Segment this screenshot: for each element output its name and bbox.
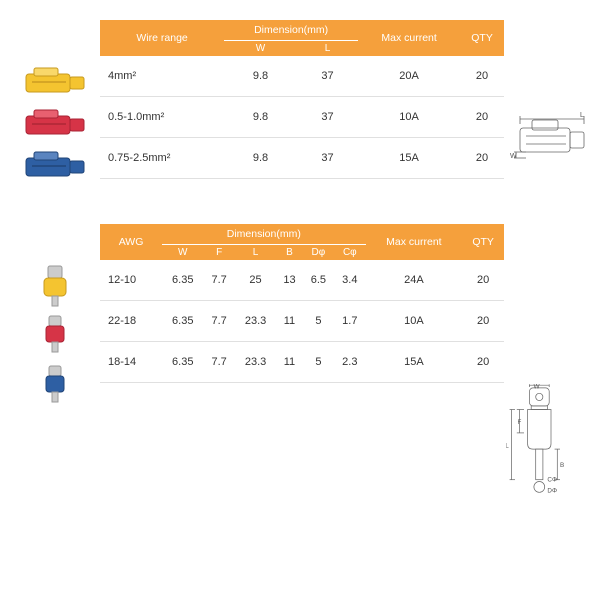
- ttap-connector-red: [20, 106, 90, 142]
- th-f2: F: [203, 245, 234, 261]
- cell-l: 37: [297, 97, 358, 138]
- th-dphi2: Dφ: [303, 245, 334, 261]
- ttap-connector-blue: [20, 148, 90, 184]
- table-ttap-wrap: Wire range Dimension(mm) Max current QTY…: [100, 20, 504, 179]
- th-max-current2: Max current: [366, 224, 463, 260]
- cell-awg: 12-10: [100, 260, 162, 301]
- svg-text:L: L: [506, 442, 509, 449]
- svg-text:L: L: [580, 112, 584, 119]
- cell-f: 7.7: [203, 301, 234, 342]
- cell-b: 11: [276, 301, 302, 342]
- connector-images-ttap: [10, 20, 100, 184]
- cell-l: 37: [297, 56, 358, 97]
- table-spade-wrap: AWG Dimension(mm) Max current QTY W F L …: [100, 224, 504, 383]
- cell-w: 6.35: [162, 260, 203, 301]
- svg-text:W: W: [510, 153, 517, 160]
- cell-max: 20A: [358, 56, 460, 97]
- dimension-diagram-ttap: W L: [510, 110, 590, 185]
- cell-cphi: 2.3: [334, 342, 365, 383]
- table-row: 22-186.357.723.31151.710A20: [100, 301, 504, 342]
- th-dim-w: W: [224, 41, 297, 57]
- spade-connector-yellow: [30, 264, 80, 308]
- section-ttap: Wire range Dimension(mm) Max current QTY…: [10, 20, 590, 184]
- cell-range: 0.75-2.5mm²: [100, 138, 224, 179]
- cell-w: 6.35: [162, 342, 203, 383]
- cell-b: 11: [276, 342, 302, 383]
- cell-l: 23.3: [235, 342, 276, 383]
- section-spade: AWG Dimension(mm) Max current QTY W F L …: [10, 224, 590, 408]
- spade-connector-red: [30, 314, 80, 358]
- svg-text:F: F: [517, 419, 521, 426]
- th-wire-range: Wire range: [100, 20, 224, 56]
- cell-w: 6.35: [162, 301, 203, 342]
- cell-range: 4mm²: [100, 56, 224, 97]
- cell-max: 10A: [366, 301, 463, 342]
- cell-w: 9.8: [224, 56, 297, 97]
- th-awg: AWG: [100, 224, 162, 260]
- cell-w: 9.8: [224, 97, 297, 138]
- cell-awg: 22-18: [100, 301, 162, 342]
- spade-connector-blue: [30, 364, 80, 408]
- svg-text:B: B: [560, 462, 564, 469]
- cell-max: 15A: [358, 138, 460, 179]
- dimension-diagram-spade: W F L B CΦ DΦ: [506, 380, 586, 525]
- cell-qty: 20: [462, 301, 504, 342]
- th-qty: QTY: [460, 20, 504, 56]
- th-max-current: Max current: [358, 20, 460, 56]
- cell-qty: 20: [460, 138, 504, 179]
- cell-max: 15A: [366, 342, 463, 383]
- cell-cphi: 1.7: [334, 301, 365, 342]
- th-b2: B: [276, 245, 302, 261]
- table-row: 18-146.357.723.31152.315A20: [100, 342, 504, 383]
- table-ttap: Wire range Dimension(mm) Max current QTY…: [100, 20, 504, 179]
- cell-dphi: 6.5: [303, 260, 334, 301]
- table-row: 0.5-1.0mm²9.83710A20: [100, 97, 504, 138]
- th-dim-l: L: [297, 41, 358, 57]
- cell-qty: 20: [462, 342, 504, 383]
- svg-text:W: W: [534, 383, 540, 390]
- cell-b: 13: [276, 260, 302, 301]
- table-row: 12-106.357.725136.53.424A20: [100, 260, 504, 301]
- cell-l: 23.3: [235, 301, 276, 342]
- connector-images-spade: [10, 224, 100, 408]
- cell-max: 10A: [358, 97, 460, 138]
- cell-dphi: 5: [303, 301, 334, 342]
- th-w2: W: [162, 245, 203, 261]
- cell-range: 0.5-1.0mm²: [100, 97, 224, 138]
- cell-max: 24A: [366, 260, 463, 301]
- cell-f: 7.7: [203, 342, 234, 383]
- table-row: 4mm²9.83720A20: [100, 56, 504, 97]
- svg-text:DΦ: DΦ: [547, 487, 557, 494]
- cell-dphi: 5: [303, 342, 334, 383]
- table-spade: AWG Dimension(mm) Max current QTY W F L …: [100, 224, 504, 383]
- svg-text:CΦ: CΦ: [547, 477, 557, 484]
- cell-w: 9.8: [224, 138, 297, 179]
- th-qty2: QTY: [462, 224, 504, 260]
- th-cphi2: Cφ: [334, 245, 365, 261]
- th-dimension-group: Dimension(mm): [224, 20, 358, 41]
- ttap-connector-yellow: [20, 64, 90, 100]
- th-l2: L: [235, 245, 276, 261]
- cell-l: 25: [235, 260, 276, 301]
- cell-qty: 20: [462, 260, 504, 301]
- cell-l: 37: [297, 138, 358, 179]
- cell-qty: 20: [460, 97, 504, 138]
- cell-awg: 18-14: [100, 342, 162, 383]
- table-row: 0.75-2.5mm²9.83715A20: [100, 138, 504, 179]
- cell-cphi: 3.4: [334, 260, 365, 301]
- cell-f: 7.7: [203, 260, 234, 301]
- th-dimension-group2: Dimension(mm): [162, 224, 365, 245]
- cell-qty: 20: [460, 56, 504, 97]
